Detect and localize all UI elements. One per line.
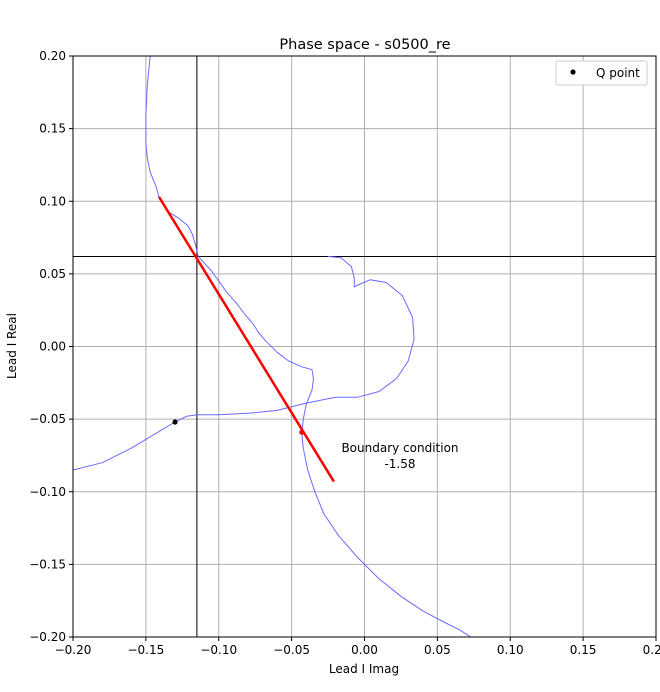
x-tick-label: 0.05 <box>424 643 451 657</box>
x-tick-label: −0.10 <box>200 643 237 657</box>
x-tick-label: −0.05 <box>273 643 310 657</box>
annotation-line-2: -1.58 <box>384 457 415 471</box>
y-tick-label: 0.00 <box>39 340 66 354</box>
x-tick-label: 0.15 <box>570 643 597 657</box>
crosshair <box>73 56 656 637</box>
x-tick-label: −0.15 <box>127 643 164 657</box>
y-tick-label: −0.05 <box>29 412 66 426</box>
boundary-point <box>299 429 305 435</box>
x-tick-label: 0.10 <box>497 643 524 657</box>
x-tick-label: −0.20 <box>55 643 92 657</box>
y-tick-label: 0.20 <box>39 49 66 63</box>
y-tick-label: 0.05 <box>39 267 66 281</box>
x-tick-label: 0.00 <box>351 643 378 657</box>
y-ticks: −0.20 −0.15 −0.10 −0.05 0.00 0.05 0.10 0.15 0.20 <box>29 49 73 644</box>
series-layer <box>72 55 472 638</box>
boundary-line <box>157 196 335 483</box>
legend-box <box>555 60 648 86</box>
chart-title: Phase space - s0500_re <box>279 37 450 53</box>
x-axis-label: Lead I Imag <box>329 662 399 676</box>
y-tick-label: 0.10 <box>39 194 66 208</box>
x-tick-label: 0.20 <box>643 643 660 657</box>
q-point <box>172 419 178 425</box>
y-tick-label: −0.10 <box>29 485 66 499</box>
y-tick-label: −0.20 <box>29 630 66 644</box>
legend-marker-q-point <box>570 69 576 75</box>
boundary-annotation: Boundary condition -1.58 <box>341 441 458 471</box>
x-ticks: −0.20 −0.15 −0.10 −0.05 0.00 0.05 0.10 0.15 0.20 <box>55 637 660 657</box>
trajectory-loop-line <box>72 255 415 471</box>
y-tick-label: −0.15 <box>29 557 66 571</box>
grid-lines <box>72 55 657 638</box>
annotation-line-1: Boundary condition <box>341 441 458 455</box>
legend-label-q-point: Q point <box>596 66 640 80</box>
legend: Q point <box>555 60 648 86</box>
y-axis-label: Lead I Real <box>5 313 19 379</box>
y-tick-label: 0.15 <box>39 122 66 136</box>
